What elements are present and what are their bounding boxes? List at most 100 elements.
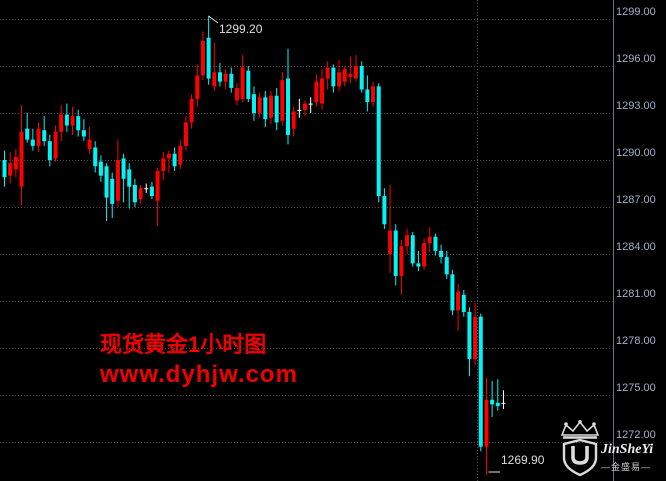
y-axis-label: 1281.00 — [616, 288, 656, 300]
candle-body — [473, 316, 478, 359]
candle-body — [405, 235, 410, 247]
watermark-title: 现货黄金1小时图 — [100, 332, 267, 357]
candle-body — [30, 139, 35, 146]
candle-body — [59, 114, 64, 132]
candle-body — [444, 257, 449, 275]
candle-body — [297, 109, 302, 111]
candle-body — [166, 153, 171, 159]
candle-body — [115, 160, 120, 201]
candle-body — [433, 236, 438, 251]
candle-body — [195, 75, 200, 99]
candle-body — [422, 243, 427, 267]
candle-body — [104, 166, 109, 198]
candle-body — [337, 72, 342, 87]
candle-body — [354, 66, 359, 79]
y-axis-label: 1275.00 — [616, 382, 656, 394]
candle-body — [461, 294, 466, 312]
candle-body — [2, 160, 7, 178]
y-axis-label: 1296.00 — [616, 53, 656, 65]
candle-body — [217, 72, 222, 82]
candle-body — [149, 186, 154, 197]
candle-body — [303, 103, 308, 110]
candle-body — [132, 185, 137, 203]
candle-body — [286, 78, 290, 135]
candle-body — [393, 230, 398, 276]
candle-body — [234, 87, 239, 101]
candle-body — [450, 274, 455, 311]
candle-body — [308, 103, 313, 105]
candle-body — [223, 73, 228, 82]
candle-body — [138, 188, 143, 200]
watermark-url: www.dyhjw.com — [100, 361, 298, 388]
candle-body — [206, 37, 211, 79]
candle-body — [8, 163, 13, 176]
candle-body — [280, 80, 285, 121]
candle-body — [64, 114, 69, 126]
candle-body — [144, 188, 149, 190]
candle-body — [172, 153, 177, 167]
candle-body — [98, 161, 103, 176]
candle-body — [251, 94, 256, 114]
candle-body — [342, 69, 347, 82]
candle-body — [320, 78, 325, 104]
candle-body — [268, 95, 273, 118]
candle-body — [47, 141, 52, 161]
candle-body — [456, 291, 461, 311]
candle-body — [246, 70, 251, 99]
logo-subtitle: —金盛易— — [601, 462, 652, 472]
candle-body — [501, 402, 506, 404]
candle-body — [348, 73, 353, 77]
y-axis-label: 1272.00 — [616, 429, 656, 441]
candle-body — [189, 98, 194, 123]
candle-body — [314, 81, 319, 103]
candle-body — [399, 246, 404, 276]
candle-body — [81, 130, 86, 137]
candle-body — [495, 402, 500, 406]
candle-body — [155, 170, 160, 201]
candle-body — [161, 158, 166, 171]
y-axis-label: 1293.00 — [616, 100, 656, 112]
y-axis-label: 1284.00 — [616, 241, 656, 253]
candle-body — [490, 399, 495, 405]
candle-body — [359, 66, 364, 90]
crown-shield-icon — [560, 420, 600, 477]
candle-body — [257, 97, 262, 114]
candle-body — [478, 316, 483, 447]
candle-body — [36, 128, 41, 146]
candle-body — [183, 122, 188, 146]
candle-body — [382, 196, 387, 225]
candle-body — [371, 86, 376, 103]
candle-body — [365, 89, 370, 103]
candle-body — [25, 128, 30, 140]
candle-body — [19, 131, 24, 187]
candle-body — [127, 169, 132, 187]
annotation-pointer-line — [208, 15, 219, 24]
candle-body — [212, 72, 217, 87]
candle-body — [484, 399, 489, 447]
y-axis-label: 1290.00 — [616, 147, 656, 159]
candle-body — [76, 116, 81, 131]
candle-body — [13, 156, 18, 170]
candle-body — [467, 311, 472, 359]
candle-body — [87, 139, 92, 150]
candle-body — [416, 263, 421, 267]
candle-body — [410, 235, 415, 264]
y-axis-label: 1299.00 — [616, 6, 656, 18]
candle-body — [274, 95, 279, 123]
y-axis-label: 1278.00 — [616, 335, 656, 347]
candle-body — [439, 250, 444, 258]
candle-body — [376, 86, 381, 197]
candle-body — [178, 145, 183, 165]
candle-body — [263, 97, 268, 120]
peak-price-label: 1299.20 — [219, 22, 263, 36]
low-price-label: 1269.90 — [501, 453, 545, 467]
y-axis-label: 1287.00 — [616, 194, 656, 206]
candle-body — [388, 230, 393, 255]
candle-body — [42, 130, 47, 142]
candle-body — [110, 178, 115, 204]
watermark: 现货黄金1小时图 www.dyhjw.com — [100, 330, 298, 390]
candle-body — [331, 67, 336, 87]
candle-body — [427, 236, 432, 244]
